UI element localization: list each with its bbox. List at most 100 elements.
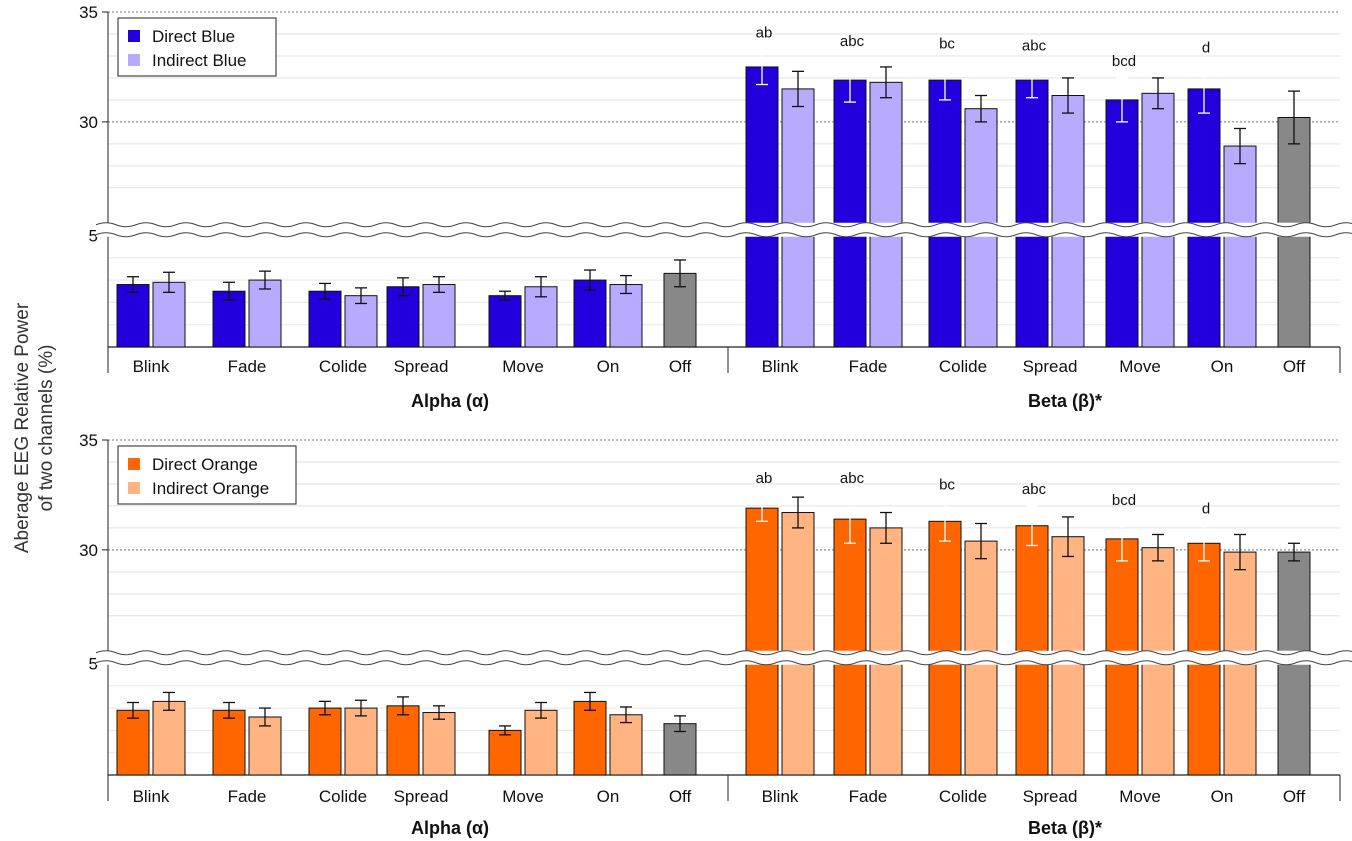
error-bar [756, 494, 768, 522]
y-tick-label: 30 [79, 113, 98, 132]
group-label-alpha: Alpha (α) [411, 818, 489, 838]
y-tick-label: 5 [89, 654, 98, 673]
significance-label: abc [840, 470, 865, 487]
bar-direct-beta [1015, 525, 1049, 776]
chart-panel-orange: 35 30 5 ab abc bc abc bcd d Blink Blink Fade Fade Col… [79, 431, 1352, 838]
bar-indirect-beta [869, 81, 903, 348]
significance-label: d [1202, 40, 1210, 57]
x-tick-label-alpha: Off [669, 787, 692, 806]
x-tick-label-beta: Fade [849, 357, 888, 376]
bar-direct-alpha [116, 709, 150, 776]
error-bar [1116, 516, 1128, 562]
axis-break [95, 650, 1352, 666]
group-label-beta: Beta (β)* [1028, 818, 1102, 838]
error-bar [127, 701, 139, 719]
x-tick-label-alpha: Fade [228, 357, 267, 376]
significance-label: bcd [1112, 53, 1136, 70]
error-bar [620, 274, 632, 295]
legend-label-direct: Direct Blue [152, 27, 235, 46]
axis-break-gap [96, 222, 1348, 237]
bar-direct-alpha [488, 729, 522, 776]
bar-indirect-beta [781, 88, 815, 348]
error-bar [975, 94, 987, 123]
legend: Direct Blue Indirect Blue [117, 17, 277, 77]
error-bar [433, 276, 445, 293]
error-bar [397, 696, 409, 716]
error-bar [1234, 533, 1246, 571]
error-bar [1198, 64, 1210, 114]
x-tick-label-alpha: Move [502, 787, 544, 806]
error-bar [620, 706, 632, 724]
bar-indirect-beta [1223, 145, 1257, 348]
error-bar [880, 511, 892, 544]
error-bar [259, 707, 271, 727]
x-tick-label-beta: On [1211, 787, 1234, 806]
error-bar [535, 276, 547, 298]
x-tick-label-beta: Spread [1023, 357, 1078, 376]
error-bar [844, 57, 856, 103]
bar-direct-alpha [573, 279, 607, 348]
bar-direct-beta [928, 520, 962, 776]
x-tick-label-beta: Colide [939, 787, 987, 806]
axis-break-line-bottom [95, 660, 1352, 666]
x-tick-label-alpha: Colide [319, 787, 367, 806]
bar-indirect-beta [781, 512, 815, 776]
error-bar [433, 705, 445, 720]
error-bar [535, 701, 547, 719]
y-tick-label: 5 [89, 226, 98, 245]
bar-indirect-beta [1141, 92, 1175, 348]
axis-break-line-bottom [95, 232, 1352, 238]
legend-label-indirect: Indirect Blue [152, 51, 247, 70]
bar-direct-beta [745, 66, 779, 348]
significance-label: bc [939, 477, 955, 494]
bar-direct-alpha [212, 709, 246, 776]
legend: Direct Orange Indirect Orange [117, 445, 297, 505]
error-bar [584, 691, 596, 711]
error-bar [756, 48, 768, 86]
error-bar [1026, 61, 1038, 99]
y-tick-label: 35 [79, 431, 98, 450]
x-tick-label-beta: Blink [762, 787, 799, 806]
error-bar [1234, 127, 1246, 165]
legend-box [117, 17, 277, 77]
group-label-alpha: Alpha (α) [411, 391, 489, 411]
bar-direct-beta [1015, 79, 1049, 348]
error-bar [1198, 525, 1210, 562]
x-tick-label-beta: Off [1283, 357, 1306, 376]
significance-label: abc [1022, 38, 1047, 55]
error-bar [355, 287, 367, 305]
bar-direct-beta [833, 79, 867, 348]
bar-direct-alpha [488, 295, 522, 348]
x-tick-label-alpha: Blink [133, 357, 170, 376]
bar-direct-alpha [308, 707, 342, 776]
chart-panel-blue: 35 30 5 ab abc bc abc bcd d Blink Blink Fade Fade Col… [79, 3, 1352, 411]
x-tick-label-alpha: Colide [319, 357, 367, 376]
group-label-beta: Beta (β)* [1028, 391, 1102, 411]
error-bar [499, 290, 511, 301]
legend-swatch-direct [128, 30, 140, 42]
error-bar [844, 494, 856, 544]
x-tick-label-beta: Move [1119, 357, 1161, 376]
error-bar [259, 270, 271, 290]
error-bar [880, 66, 892, 99]
y-tick-label: 35 [79, 3, 98, 22]
significance-label: ab [756, 470, 773, 487]
x-tick-label-alpha: Blink [133, 787, 170, 806]
error-bar [1288, 90, 1300, 145]
significance-label: d [1202, 501, 1210, 518]
axis-break [95, 222, 1352, 238]
bar-direct-beta [1187, 88, 1221, 348]
axis-break-gap [96, 650, 1348, 665]
legend-swatch-indirect [128, 54, 140, 66]
significance-label: bc [939, 35, 955, 52]
bar-indirect-alpha [344, 707, 378, 776]
legend-label-indirect: Indirect Orange [152, 479, 269, 498]
error-bar [127, 276, 139, 293]
error-bar [939, 59, 951, 101]
x-tick-label-beta: Blink [762, 357, 799, 376]
error-bar [319, 700, 331, 716]
x-tick-label-beta: Fade [849, 787, 888, 806]
bar-indirect-alpha [422, 284, 456, 348]
error-bar [1062, 516, 1074, 558]
bar-direct-alpha [386, 286, 420, 348]
